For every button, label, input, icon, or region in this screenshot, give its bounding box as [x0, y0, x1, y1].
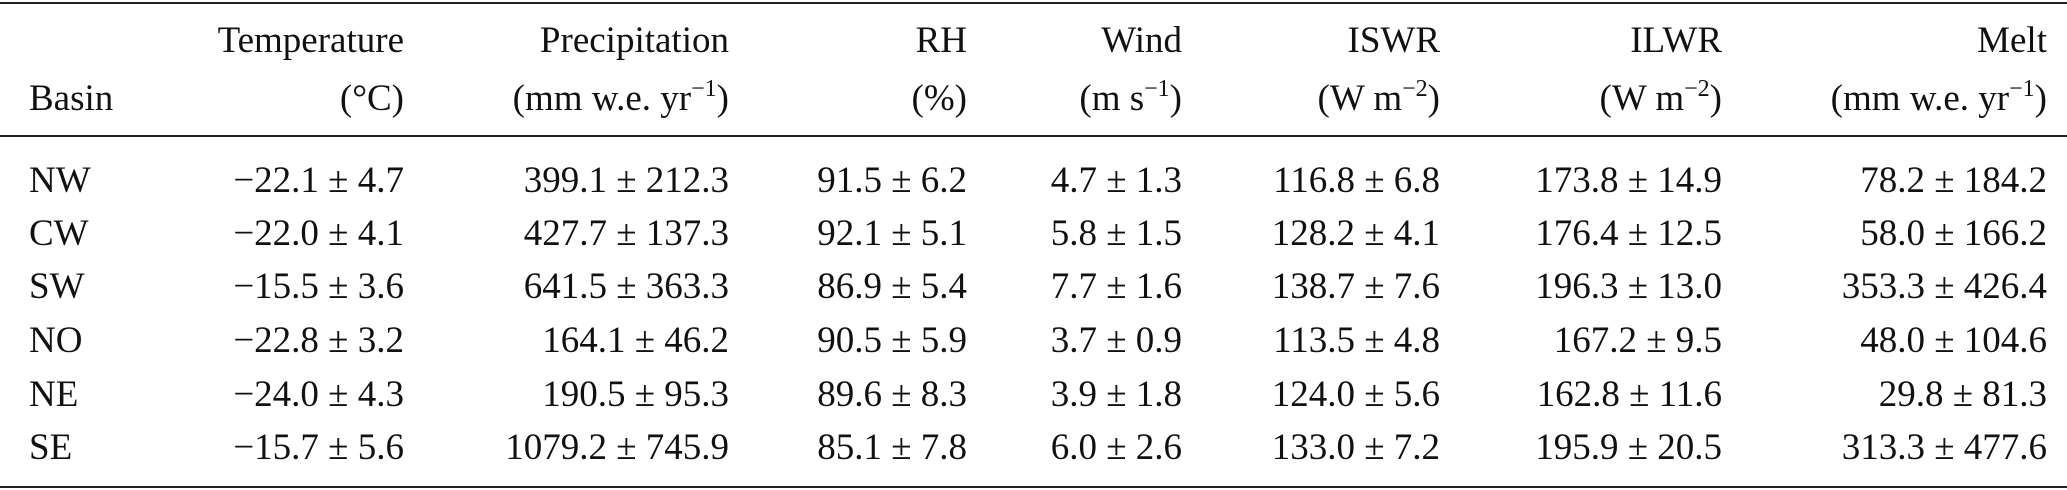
unit-text: (°C) [339, 78, 404, 119]
cell-value: 173.8 ± 14.9 [1535, 160, 1722, 201]
unit-text: (mm w.e. yr [1830, 78, 2010, 119]
cell-value: 48.0 ± 104.6 [1860, 320, 2047, 361]
cell-value: 4.7 ± 1.3 [1050, 160, 1182, 201]
cell-value: −15.7 ± 5.6 [233, 427, 404, 468]
cell-value: 427.7 ± 137.3 [523, 213, 729, 254]
unit-text: ) [716, 78, 729, 119]
unit-text: ) [1169, 78, 1182, 119]
cell-value: 641.5 ± 363.3 [523, 266, 729, 307]
cell-value: 138.7 ± 7.6 [1271, 266, 1440, 307]
cell-value: 176.4 ± 12.5 [1535, 213, 1722, 254]
cell-value: 190.5 ± 95.3 [542, 374, 729, 415]
cell-value: 164.1 ± 46.2 [542, 320, 729, 361]
header-name: Basin [29, 78, 114, 119]
unit-text: ) [2034, 78, 2047, 119]
cell-value: 162.8 ± 11.6 [1536, 374, 1722, 415]
unit-text: ) [1427, 78, 1440, 119]
cell-value: 91.5 ± 6.2 [817, 160, 967, 201]
unit-exponent: −2 [1684, 76, 1710, 102]
cell-value: 3.7 ± 0.9 [1050, 320, 1182, 361]
cell-value: 85.1 ± 7.8 [817, 427, 967, 468]
unit-text: ) [1709, 78, 1722, 119]
header-name: Wind [1101, 20, 1182, 61]
unit-exponent: −1 [691, 76, 717, 102]
unit-text: (W m [1599, 78, 1685, 119]
cell-value: 313.3 ± 477.6 [1841, 427, 2047, 468]
unit-exponent: −1 [1144, 76, 1170, 102]
header-name: Melt [1977, 20, 2047, 61]
cell-value: 5.8 ± 1.5 [1050, 213, 1182, 254]
mid-rule [0, 135, 2067, 137]
cell-value: 3.9 ± 1.8 [1050, 374, 1182, 415]
basin-name: CW [29, 213, 89, 254]
unit-exponent: −1 [2009, 76, 2035, 102]
cell-value: 116.8 ± 6.8 [1273, 160, 1440, 201]
header-unit: (W m−2) [1599, 77, 1722, 119]
cell-value: 195.9 ± 20.5 [1535, 427, 1722, 468]
top-rule [0, 2, 2067, 4]
header-unit: (m s−1) [1079, 77, 1182, 119]
header-name: ILWR [1630, 20, 1722, 61]
basin-name: NW [29, 160, 91, 201]
basin-name: NO [29, 320, 83, 361]
basin-name: SE [29, 427, 73, 468]
cell-value: 78.2 ± 184.2 [1860, 160, 2047, 201]
cell-value: 29.8 ± 81.3 [1878, 374, 2047, 415]
cell-value: −22.0 ± 4.1 [233, 213, 404, 254]
cell-value: 399.1 ± 212.3 [523, 160, 729, 201]
unit-exponent: −2 [1402, 76, 1428, 102]
unit-text: (m s [1079, 78, 1145, 119]
cell-value: −15.5 ± 3.6 [233, 266, 404, 307]
unit-text: (mm w.e. yr [512, 78, 692, 119]
cell-value: 86.9 ± 5.4 [817, 266, 967, 307]
header-unit: (mm w.e. yr−1) [512, 77, 729, 119]
cell-value: 167.2 ± 9.5 [1553, 320, 1722, 361]
cell-value: 90.5 ± 5.9 [817, 320, 967, 361]
cell-value: 133.0 ± 7.2 [1271, 427, 1440, 468]
cell-value: 124.0 ± 5.6 [1271, 374, 1440, 415]
cell-value: −22.8 ± 3.2 [233, 320, 404, 361]
cell-value: 1079.2 ± 745.9 [505, 427, 729, 468]
cell-value: −22.1 ± 4.7 [233, 160, 404, 201]
bottom-rule [0, 486, 2067, 488]
unit-text: (%) [911, 78, 967, 119]
header-unit: (°C) [340, 80, 404, 117]
basin-name: NE [29, 374, 79, 415]
cell-value: 58.0 ± 166.2 [1860, 213, 2047, 254]
cell-value: 92.1 ± 5.1 [817, 213, 967, 254]
cell-value: 353.3 ± 426.4 [1841, 266, 2047, 307]
cell-value: 196.3 ± 13.0 [1535, 266, 1722, 307]
cell-value: 7.7 ± 1.6 [1050, 266, 1182, 307]
cell-value: 128.2 ± 4.1 [1271, 213, 1440, 254]
basin-name: SW [29, 266, 85, 307]
cell-value: 6.0 ± 2.6 [1050, 427, 1182, 468]
header-unit: (mm w.e. yr−1) [1830, 77, 2047, 119]
header-name: ISWR [1347, 20, 1441, 61]
header-name: Precipitation [539, 20, 729, 61]
header-name: Temperature [217, 20, 404, 61]
cell-value: 89.6 ± 8.3 [817, 374, 967, 415]
header-unit: (%) [912, 80, 967, 117]
header-unit: (W m−2) [1317, 77, 1440, 119]
unit-text: (W m [1317, 78, 1403, 119]
cell-value: −24.0 ± 4.3 [233, 374, 404, 415]
cell-value: 113.5 ± 4.8 [1273, 320, 1440, 361]
header-name: RH [915, 20, 967, 61]
